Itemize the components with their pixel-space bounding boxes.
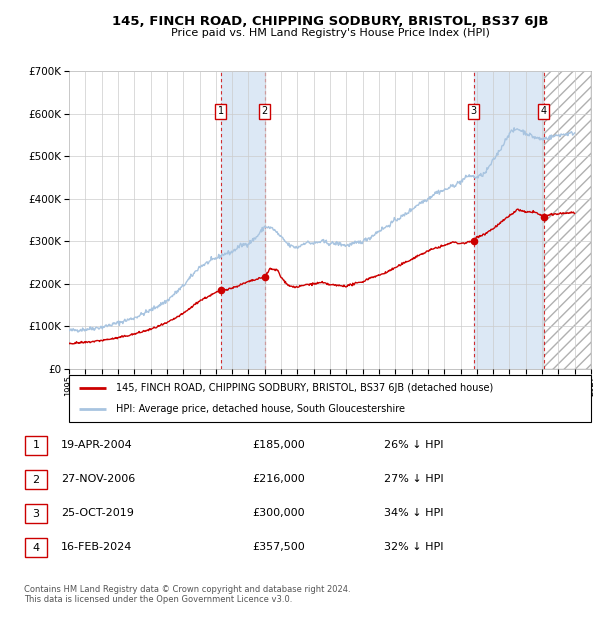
Text: 1: 1 [32, 440, 40, 451]
Text: 26% ↓ HPI: 26% ↓ HPI [384, 440, 443, 450]
Text: HPI: Average price, detached house, South Gloucestershire: HPI: Average price, detached house, Sout… [116, 404, 405, 414]
Text: Price paid vs. HM Land Registry's House Price Index (HPI): Price paid vs. HM Land Registry's House … [170, 28, 490, 38]
Text: 32% ↓ HPI: 32% ↓ HPI [384, 542, 443, 552]
Text: 3: 3 [470, 107, 476, 117]
Text: 4: 4 [541, 107, 547, 117]
Text: 16-FEB-2024: 16-FEB-2024 [61, 542, 133, 552]
Text: £185,000: £185,000 [252, 440, 305, 450]
Text: 25-OCT-2019: 25-OCT-2019 [61, 508, 134, 518]
Text: 145, FINCH ROAD, CHIPPING SODBURY, BRISTOL, BS37 6JB: 145, FINCH ROAD, CHIPPING SODBURY, BRIST… [112, 16, 548, 29]
Text: 145, FINCH ROAD, CHIPPING SODBURY, BRISTOL, BS37 6JB (detached house): 145, FINCH ROAD, CHIPPING SODBURY, BRIST… [116, 383, 493, 392]
Text: 1: 1 [218, 107, 224, 117]
Text: £357,500: £357,500 [252, 542, 305, 552]
Bar [544, 71, 591, 369]
Text: 2: 2 [32, 474, 40, 485]
Text: £300,000: £300,000 [252, 508, 305, 518]
Bar [221, 71, 265, 369]
Text: 34% ↓ HPI: 34% ↓ HPI [384, 508, 443, 518]
Text: 27-NOV-2006: 27-NOV-2006 [61, 474, 136, 484]
Text: 27% ↓ HPI: 27% ↓ HPI [384, 474, 443, 484]
Bar [473, 71, 544, 369]
Text: 4: 4 [32, 542, 40, 553]
Text: £216,000: £216,000 [252, 474, 305, 484]
Text: 2: 2 [262, 107, 268, 117]
Text: 19-APR-2004: 19-APR-2004 [61, 440, 133, 450]
Text: Contains HM Land Registry data © Crown copyright and database right 2024.
This d: Contains HM Land Registry data © Crown c… [24, 585, 350, 604]
Text: 3: 3 [32, 508, 40, 519]
